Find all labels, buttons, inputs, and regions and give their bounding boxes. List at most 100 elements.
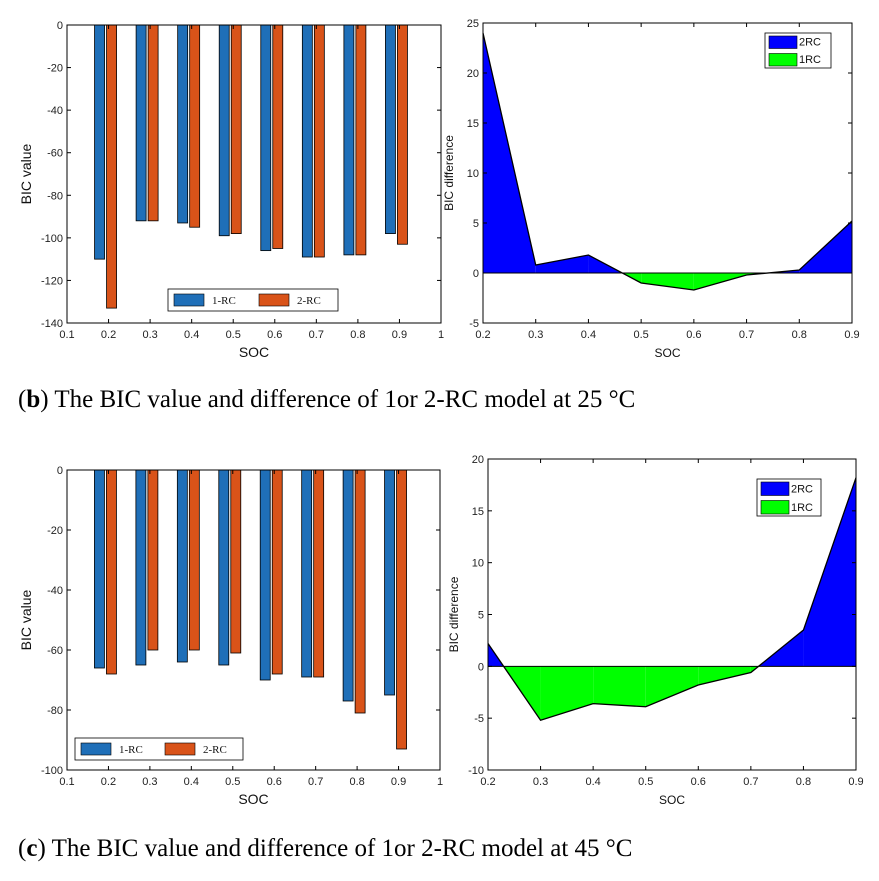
caption-b: (b) The BIC value and difference of 1or … [18, 386, 636, 413]
legend-box [74, 737, 244, 761]
y-tick-label: 5 [478, 610, 484, 622]
legend-label-2rc: 2RC [791, 484, 813, 496]
bar-2-rc [313, 469, 325, 678]
legend-swatch-1-rc [80, 742, 112, 756]
legend-swatch-1-rc [173, 293, 205, 307]
y-tick-label: -100 [41, 233, 63, 245]
y-tick-label: -60 [47, 148, 63, 160]
y-tick-label: 0 [478, 661, 484, 673]
y-tick-label: 15 [467, 118, 479, 130]
x-tick-label: 0.6 [267, 776, 282, 788]
y-tick-label: -20 [47, 63, 63, 75]
y-tick-label: 10 [467, 168, 479, 180]
plot-background [67, 25, 441, 323]
caption-c-text: The BIC value and difference of 1or 2-RC… [45, 835, 633, 862]
legend-label-1-rc: 1-RC [212, 295, 236, 307]
x-axis-label: SOC [654, 346, 680, 360]
bar-1-rc [384, 469, 395, 696]
x-tick-label: 0.8 [349, 776, 364, 788]
area-1rc [540, 666, 594, 721]
x-tick-label: 0.9 [392, 329, 407, 341]
bar-2-rc [189, 24, 201, 228]
y-tick-label: 0 [473, 268, 479, 280]
x-tick-label: 0.1 [59, 329, 74, 341]
bar-1-rc [342, 469, 354, 702]
area-2rc [803, 477, 856, 667]
legend-swatch-1rc [768, 53, 798, 67]
difference-line [487, 477, 857, 722]
legend-swatch-2rc [768, 35, 798, 49]
bar-2-rc [230, 469, 242, 654]
y-tick-label: -80 [47, 705, 63, 717]
bar-2-rc [271, 469, 283, 675]
bar-1-rc [135, 469, 147, 666]
plot-frame [66, 469, 441, 771]
x-tick-label: 0.5 [225, 776, 240, 788]
bar-2-rc [106, 24, 117, 309]
legend-swatch-2-rc [164, 742, 196, 756]
bar-1-rc [260, 24, 272, 252]
x-axis-label: SOC [238, 791, 268, 807]
x-tick-label: 1 [438, 329, 444, 341]
bar-2-rc [313, 24, 325, 258]
x-tick-label: 0.5 [633, 329, 648, 341]
y-axis-label: BIC value [18, 143, 34, 204]
x-tick-label: 0.7 [743, 776, 758, 788]
bar-2-rc [397, 24, 408, 245]
legend-swatch-2-rc [258, 293, 290, 307]
caption-c: (c) The BIC value and difference of 1or … [18, 835, 633, 862]
bar-1-rc [259, 469, 271, 681]
bar-2-rc [147, 24, 159, 222]
legend-label-2rc: 2RC [799, 37, 821, 49]
x-tick-label: 0.1 [59, 776, 74, 788]
y-axis-label: BIC difference [447, 576, 461, 652]
bar-1-rc [218, 24, 230, 237]
bar-2-rc [396, 469, 407, 750]
legend-label-2-rc: 2-RC [297, 295, 321, 307]
x-axis-label: SOC [239, 344, 269, 360]
legend-swatch-2rc [760, 481, 790, 496]
bar-2-rc [354, 469, 366, 714]
chart-c-left: 0.1 0.2 0.3 0.4 0.5 0.6 0.7 0.8 0.9 1 0 -20 -40 -60 -8… [18, 465, 443, 807]
y-tick-label: -80 [47, 190, 63, 202]
y-tick-label: -5 [469, 318, 479, 330]
x-tick-label: 0.4 [581, 329, 596, 341]
x-tick-label: 0.8 [792, 329, 807, 341]
bar-1-rc [176, 469, 188, 663]
y-tick-label: 0 [57, 465, 63, 477]
legend-label-1rc: 1RC [791, 502, 813, 514]
difference-line [482, 32, 853, 291]
x-tick-label: 0.5 [638, 776, 653, 788]
bar-1-rc [177, 24, 189, 224]
x-tick-label: 0.9 [848, 776, 863, 788]
x-tick-label: 0.4 [184, 776, 199, 788]
x-tick-label: 0.6 [267, 329, 282, 341]
y-tick-label: 25 [467, 18, 479, 30]
x-tick-label: 0.2 [101, 329, 116, 341]
x-tick-label: 0.3 [142, 329, 157, 341]
bar-1-rc [301, 469, 313, 678]
area-1rc [645, 666, 699, 707]
x-tick-label: 0.8 [350, 329, 365, 341]
bar-2-rc [147, 469, 159, 651]
x-tick-label: 0.4 [585, 776, 600, 788]
bar-2-rc [188, 469, 200, 651]
y-axis-label: BIC value [18, 589, 34, 650]
plot-background [67, 470, 440, 770]
caption-c-letter: c [26, 835, 38, 862]
x-tick-label: 0.7 [309, 329, 324, 341]
y-tick-label: 15 [472, 506, 484, 518]
x-tick-label: 0.2 [101, 776, 116, 788]
area-1rc [641, 273, 694, 290]
y-tick-label: 20 [467, 68, 479, 80]
chart-b-left: 0.1 0.2 0.3 0.4 0.5 0.6 0.7 0.8 0.9 1 0 -20 -40 -60 -8… [18, 20, 444, 360]
x-tick-label: 0.6 [686, 329, 701, 341]
bar-2-rc [355, 24, 367, 256]
plot-frame [66, 24, 442, 324]
legend-label-1rc: 1RC [799, 54, 821, 66]
legend-label-1-rc: 1-RC [119, 744, 143, 756]
y-tick-label: -140 [41, 318, 63, 330]
y-tick-label: -100 [41, 765, 63, 777]
y-tick-label: -60 [47, 645, 63, 657]
caption-b-text: The BIC value and difference of 1or 2-RC… [48, 386, 636, 413]
